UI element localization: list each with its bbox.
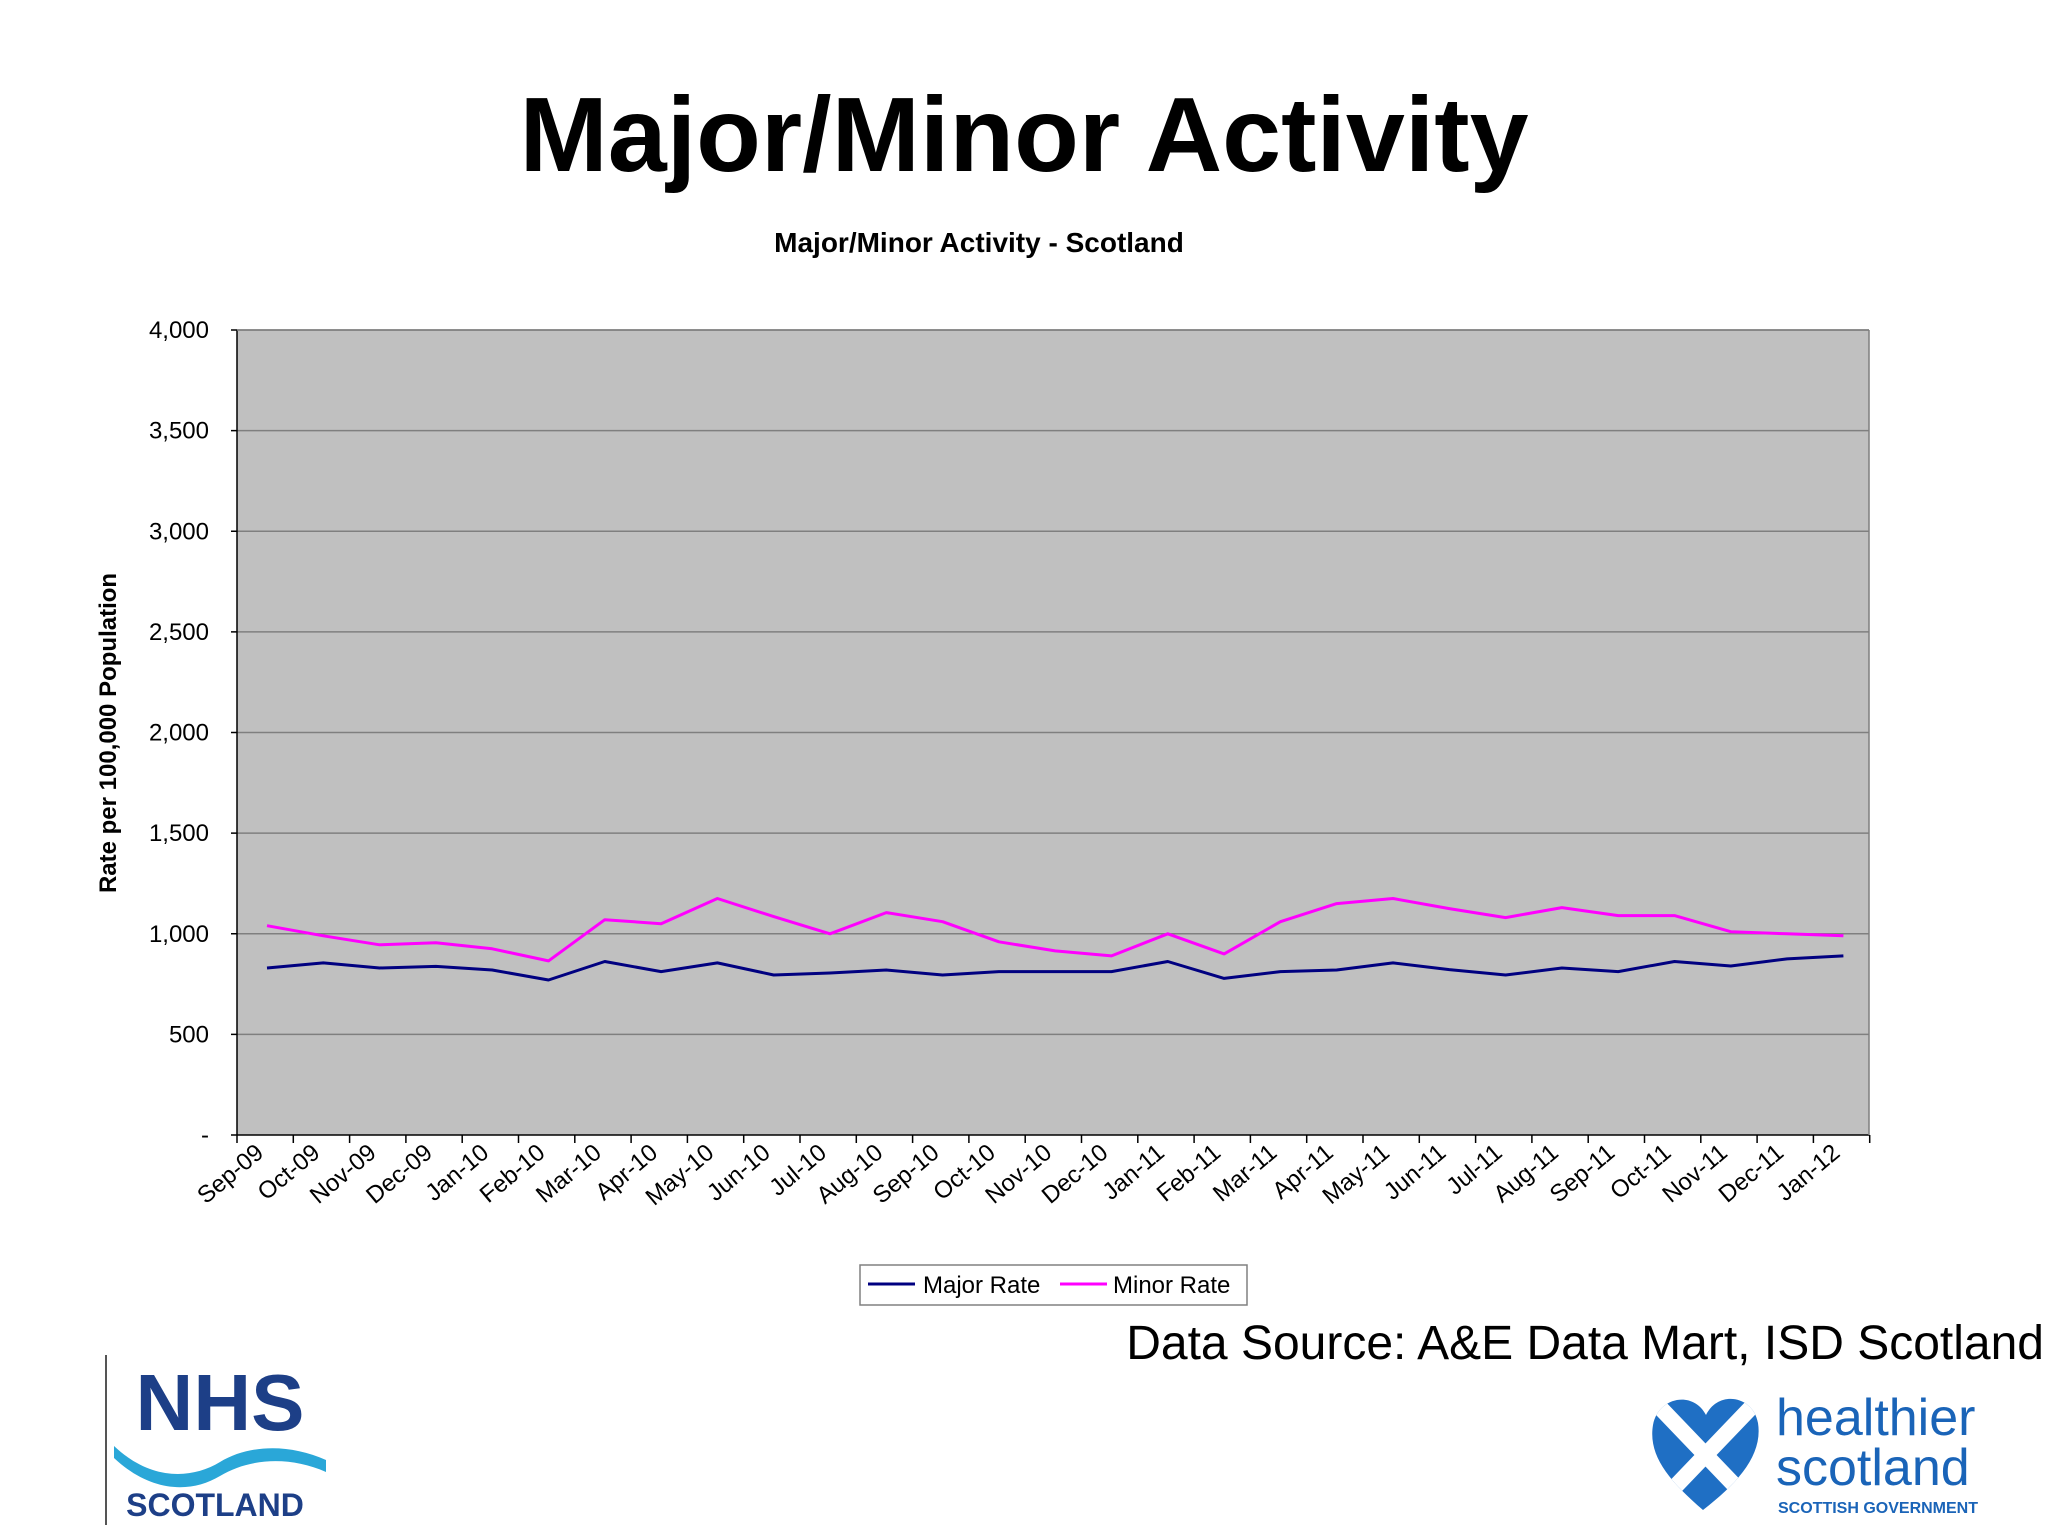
- healthier-scotland-logo: healthier scotland SCOTTISH GOVERNMENT: [1652, 1389, 1978, 1517]
- saltire-heart-icon: [1652, 1398, 1759, 1511]
- scotland-text: scotland: [1776, 1439, 1970, 1497]
- line-chart: Major/Minor Activity - Scotland - 500 1,00…: [95, 227, 1871, 1306]
- y-tick-label: 2,500: [149, 619, 209, 646]
- y-tick-label: 4,000: [149, 317, 209, 344]
- legend-major-label: Major Rate: [923, 1272, 1040, 1299]
- nhs-logo-divider: [105, 1355, 107, 1525]
- y-tick-label: 2,000: [149, 720, 209, 747]
- y-tick-label: 500: [169, 1021, 209, 1048]
- nhs-wave-icon: [114, 1446, 326, 1488]
- series-lines: [266, 897, 1844, 982]
- axes: [231, 329, 1871, 1143]
- x-tick-label: Sep-09: [192, 1139, 269, 1209]
- y-tick-label: 3,000: [149, 518, 209, 545]
- legend-minor-label: Minor Rate: [1113, 1272, 1230, 1299]
- slide-title: Major/Minor Activity: [519, 76, 1529, 194]
- x-tick-label: Feb-11: [1152, 1139, 1226, 1207]
- x-tick-label: Mar-11: [1208, 1139, 1282, 1207]
- nhs-logo-text: NHS: [136, 1368, 305, 1447]
- y-axis-label: Rate per 100,000 Population: [95, 573, 122, 893]
- legend-box: [859, 1264, 1248, 1306]
- x-tick-labels: Sep-09Oct-09Nov-09Dec-09Jan-10Feb-10Mar-…: [192, 1139, 1845, 1211]
- y-tick-label: -: [201, 1122, 209, 1149]
- data-source-note: Data Source: A&E Data Mart, ISD Scotland: [1126, 1317, 2044, 1370]
- x-tick-label: Jun-11: [1379, 1139, 1451, 1206]
- y-tick-label: 3,500: [149, 418, 209, 445]
- x-tick-label: Sep-11: [1545, 1139, 1620, 1208]
- nhs-logo-subtext: SCOTLAND: [126, 1487, 304, 1523]
- x-tick-label: Mar-10: [531, 1139, 607, 1209]
- y-tick-label: 1,000: [149, 921, 209, 948]
- y-tick-labels: - 500 1,000 1,500 2,000 2,500 3,000 3,500 4,000: [149, 317, 209, 1149]
- legend: Major Rate Minor Rate: [859, 1264, 1248, 1306]
- x-tick-label: Jan-12: [1772, 1139, 1846, 1207]
- x-tick-label: Jun-10: [702, 1139, 776, 1207]
- nhs-scotland-logo: NHS SCOTLAND: [114, 1368, 326, 1523]
- series-line-minor-rate: [266, 897, 1844, 963]
- scottish-government-text: SCOTTISH GOVERNMENT: [1778, 1500, 1978, 1517]
- healthier-text: healthier: [1776, 1389, 1975, 1447]
- series-line-major-rate: [266, 954, 1844, 982]
- x-tick-label: Dec-11: [1714, 1139, 1789, 1208]
- chart-title: Major/Minor Activity - Scotland: [774, 227, 1184, 258]
- y-tick-label: 1,500: [149, 820, 209, 847]
